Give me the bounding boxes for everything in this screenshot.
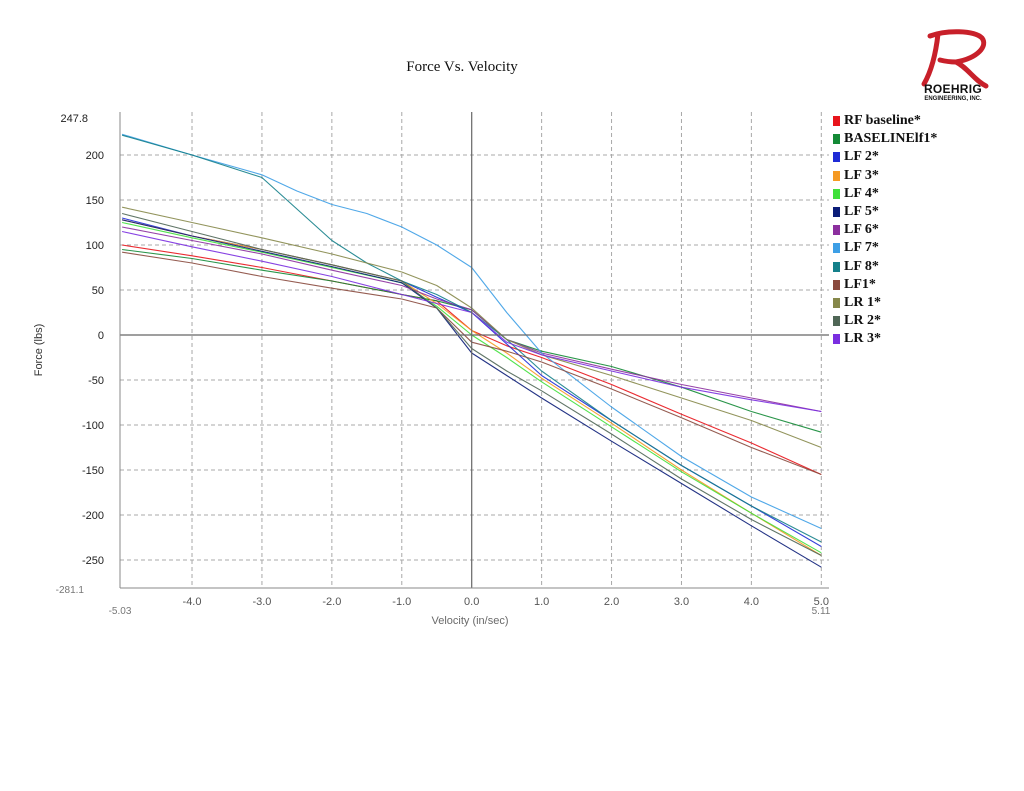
legend-item: LF 3* (833, 167, 937, 185)
y-axis-label: Force (lbs) (33, 324, 45, 377)
x-tick-label: 2.0 (604, 596, 619, 608)
legend-item: BASELINElf1* (833, 130, 937, 148)
x-tick-label: -4.0 (183, 596, 202, 608)
legend-item: LF 7* (833, 239, 937, 257)
legend-label: LF 3* (844, 167, 879, 183)
y-tick-label: 0 (98, 330, 104, 342)
chart-title: Force Vs. Velocity (406, 59, 518, 75)
logo-subtitle: ENGINEERING, INC. (924, 96, 982, 102)
y-tick-label: -50 (88, 375, 104, 387)
axes (119, 112, 829, 589)
legend-swatch (833, 207, 840, 218)
legend-label: RF baseline* (844, 113, 921, 129)
legend-swatch (833, 225, 840, 236)
legend-swatch (833, 316, 840, 327)
legend-swatch (833, 188, 840, 199)
legend-item: LF1* (833, 276, 937, 294)
legend-label: LF 5* (844, 204, 879, 220)
y-tick-label: -250 (82, 555, 104, 567)
y-tick-label: -150 (82, 465, 104, 477)
legend-swatch (833, 116, 840, 127)
x-tick-label: -2.0 (322, 596, 341, 608)
x-tick-label: 4.0 (744, 596, 759, 608)
legend-swatch (833, 297, 840, 308)
y-tick-label: 150 (86, 195, 104, 207)
x-tick-label: -1.0 (392, 596, 411, 608)
y-tick-label: 200 (86, 150, 104, 162)
series-line-lf-7 (121, 133, 822, 530)
legend-label: LF1* (844, 276, 876, 292)
legend-item: LR 3* (833, 330, 937, 348)
x-tick-label: 5.0 (814, 596, 829, 608)
x-tick-label: -3.0 (252, 596, 271, 608)
y-tick-label: -100 (82, 420, 104, 432)
legend-swatch (833, 261, 840, 272)
y-max-label: 247.8 (60, 113, 88, 125)
x-axis-label: Velocity (in/sec) (431, 615, 508, 627)
y-tick-label: 50 (92, 285, 104, 297)
legend-label: LR 1* (844, 294, 881, 310)
x-tick-label: 3.0 (674, 596, 689, 608)
tick-labels: -4.0 -3.0 -2.0 -1.0 0.0 1.0 2.0 3.0 4.0 5.0 -5.03 5… (56, 113, 831, 617)
logo-name: ROEHRIG (923, 82, 983, 96)
legend-swatch (833, 134, 840, 145)
y-tick-label: -200 (82, 510, 104, 522)
legend-label: LF 8* (844, 258, 879, 274)
roehrig-logo-mark-icon (921, 29, 989, 89)
x-tick-label: 1.0 (534, 596, 549, 608)
legend-label: BASELINElf1* (844, 131, 938, 147)
legend-swatch (833, 243, 840, 254)
legend-label: LF 6* (844, 222, 879, 238)
legend-label: LR 3* (844, 331, 881, 347)
legend-label: LF 4* (844, 185, 879, 201)
legend-swatch (833, 279, 840, 290)
legend-label: LF 2* (844, 149, 879, 165)
legend-label: LR 2* (844, 313, 881, 329)
legend-item: LF 6* (833, 221, 937, 239)
legend-item: LF 5* (833, 203, 937, 221)
legend-item: LF 8* (833, 258, 937, 276)
legend-swatch (833, 170, 840, 181)
legend-item: LR 2* (833, 312, 937, 330)
x-max-label: 5.11 (812, 606, 831, 617)
x-tick-label: 0.0 (464, 596, 479, 608)
series-line-lf-8 (121, 134, 822, 543)
legend-label: LF 7* (844, 240, 879, 256)
y-tick-label: 100 (86, 240, 104, 252)
legend-item: LF 2* (833, 148, 937, 166)
legend-item: LF 4* (833, 185, 937, 203)
legend-swatch (833, 152, 840, 163)
chart-legend: RF baseline* BASELINElf1* LF 2* LF 3* LF 4* L… (833, 112, 937, 348)
legend-item: LR 1* (833, 294, 937, 312)
y-min-label: -281.1 (56, 585, 85, 596)
legend-item: RF baseline* (833, 112, 937, 130)
x-min-label: -5.03 (109, 606, 132, 617)
legend-swatch (833, 334, 840, 345)
